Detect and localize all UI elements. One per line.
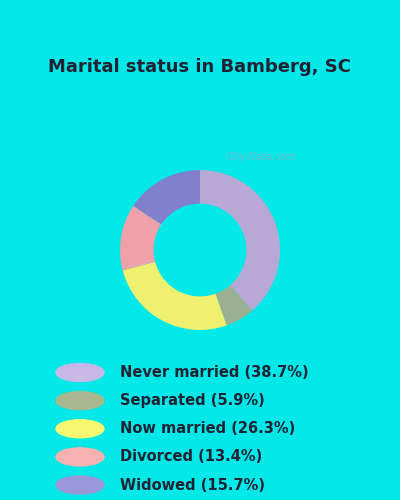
Wedge shape — [200, 170, 280, 310]
Wedge shape — [120, 206, 161, 270]
Circle shape — [56, 476, 104, 494]
Text: Divorced (13.4%): Divorced (13.4%) — [120, 450, 262, 464]
Circle shape — [56, 420, 104, 438]
Circle shape — [56, 448, 104, 466]
Text: City-Data.com: City-Data.com — [226, 152, 296, 162]
Wedge shape — [133, 170, 200, 224]
Wedge shape — [123, 262, 227, 330]
Circle shape — [56, 392, 104, 409]
Text: Never married (38.7%): Never married (38.7%) — [120, 365, 309, 380]
Text: Now married (26.3%): Now married (26.3%) — [120, 421, 295, 436]
Circle shape — [56, 364, 104, 382]
Text: Separated (5.9%): Separated (5.9%) — [120, 393, 265, 408]
Wedge shape — [216, 285, 252, 326]
Text: Marital status in Bamberg, SC: Marital status in Bamberg, SC — [48, 58, 352, 76]
Text: Widowed (15.7%): Widowed (15.7%) — [120, 478, 265, 492]
